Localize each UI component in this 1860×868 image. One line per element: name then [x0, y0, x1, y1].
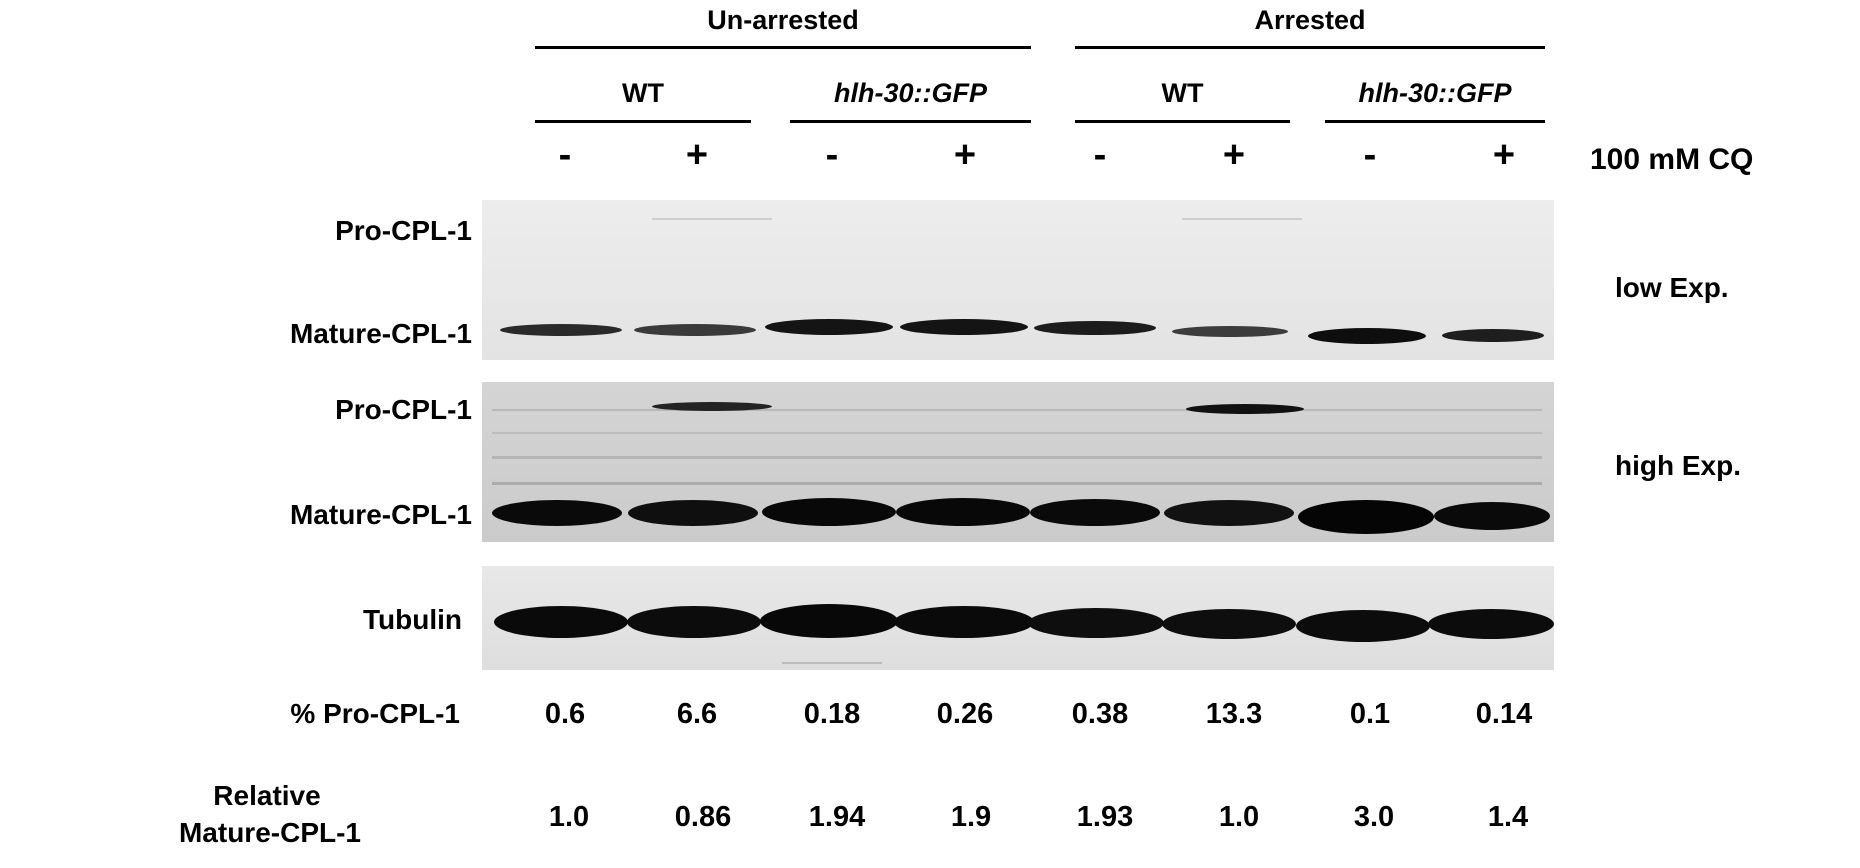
treatment-sign-5: -	[1093, 134, 1107, 176]
treatment-sign-8: +	[1492, 134, 1516, 176]
mature-band-low-lane-6	[1172, 326, 1288, 337]
pro-band-high-lane-2	[652, 402, 772, 411]
exposure-label-low: low Exp.	[1615, 272, 1729, 303]
treatment-sign-3: -	[825, 134, 839, 176]
pro-value-6: 13.3	[1205, 698, 1263, 730]
bg-band-high-1	[492, 409, 1542, 411]
treatment-sign-2: +	[685, 134, 709, 176]
tubulin-band-lane-1	[494, 606, 628, 638]
group-header-arrested: Arrested	[1254, 5, 1366, 35]
tubulin-band-lane-7	[1296, 610, 1430, 642]
pro-value-2: 6.6	[676, 698, 718, 730]
strain-underline-3	[1075, 120, 1290, 123]
blot-low-exposure	[482, 200, 1554, 360]
mature-band-low-lane-3	[765, 319, 893, 335]
strain-underline-2	[790, 120, 1031, 123]
mature-band-low-lane-8	[1442, 329, 1544, 342]
mature-band-high-lane-3	[762, 498, 896, 526]
pro-value-5: 0.38	[1071, 698, 1129, 730]
mature-value-6: 1.0	[1218, 801, 1260, 833]
mature-band-low-lane-4	[900, 319, 1028, 335]
group-underline-arrested	[1075, 46, 1545, 49]
pro-value-7: 0.1	[1349, 698, 1391, 730]
mature-band-low-lane-1	[500, 324, 622, 336]
quant-mature-label-line1: Relative	[213, 780, 321, 811]
tubulin-band-lane-2	[627, 606, 761, 638]
pro-value-1: 0.6	[544, 698, 586, 730]
treatment-sign-1: -	[558, 134, 572, 176]
treatment-label: 100 mM CQ	[1590, 143, 1754, 176]
mature-band-high-lane-7	[1298, 500, 1434, 534]
tubulin-band-lane-8	[1428, 609, 1554, 639]
tubulin-band-lane-3	[760, 604, 898, 638]
mature-value-8: 1.4	[1487, 801, 1529, 833]
tubulin-artifact	[782, 662, 882, 664]
label-high-mature-cpl1: Mature-CPL-1	[289, 499, 472, 530]
mature-band-high-lane-8	[1434, 502, 1550, 530]
label-high-pro-cpl1: Pro-CPL-1	[335, 394, 472, 425]
blot-high-exposure	[482, 382, 1554, 542]
mature-band-low-lane-5	[1034, 321, 1156, 335]
quant-mature-label-line2: Mature-CPL-1	[178, 817, 361, 848]
mature-band-high-lane-6	[1164, 500, 1294, 526]
mature-value-1: 1.0	[548, 801, 590, 833]
pro-band-high-lane-6	[1186, 404, 1304, 414]
mature-band-high-lane-4	[896, 498, 1030, 526]
mature-value-4: 1.9	[950, 801, 992, 833]
mature-band-high-lane-1	[492, 500, 622, 526]
bg-band-high-2	[492, 432, 1542, 434]
label-tubulin: Tubulin	[363, 604, 462, 635]
strain-header-1: WT	[622, 78, 664, 108]
mature-band-low-lane-2	[634, 324, 756, 336]
treatment-sign-7: -	[1363, 134, 1377, 176]
tubulin-band-lane-6	[1162, 609, 1296, 639]
strain-underline-4	[1325, 120, 1545, 123]
strain-underline-1	[535, 120, 751, 123]
label-low-pro-cpl1: Pro-CPL-1	[335, 215, 472, 246]
strain-header-2: hlh-30::GFP	[834, 78, 987, 108]
group-underline-unarrested	[535, 46, 1031, 49]
bg-band-high-3	[492, 456, 1542, 459]
mature-band-high-lane-5	[1030, 499, 1160, 526]
pro-value-3: 0.18	[803, 698, 861, 730]
mature-band-high-lane-2	[628, 500, 758, 526]
treatment-sign-6: +	[1222, 134, 1246, 176]
pro-band-low-lane-2	[652, 218, 772, 220]
mature-band-low-lane-7	[1308, 328, 1426, 344]
tubulin-band-lane-5	[1028, 608, 1164, 638]
mature-value-5: 1.93	[1076, 801, 1134, 833]
blot-tubulin	[482, 566, 1554, 670]
pro-value-4: 0.26	[936, 698, 994, 730]
pro-band-low-lane-6	[1182, 218, 1302, 220]
label-low-mature-cpl1: Mature-CPL-1	[289, 318, 472, 349]
strain-header-3: WT	[1161, 78, 1204, 108]
bg-band-high-4	[492, 482, 1542, 485]
strain-header-4: hlh-30::GFP	[1358, 78, 1512, 108]
quant-pro-label: % Pro-CPL-1	[290, 698, 460, 729]
pro-value-8: 0.14	[1475, 698, 1533, 730]
tubulin-band-lane-4	[894, 606, 1034, 638]
treatment-sign-4: +	[953, 134, 977, 176]
mature-value-7: 3.0	[1353, 801, 1395, 833]
mature-value-3: 1.94	[808, 801, 866, 833]
group-header-unarrested: Un-arrested	[707, 5, 859, 35]
mature-value-2: 0.86	[674, 801, 732, 833]
exposure-label-high: high Exp.	[1615, 450, 1741, 481]
